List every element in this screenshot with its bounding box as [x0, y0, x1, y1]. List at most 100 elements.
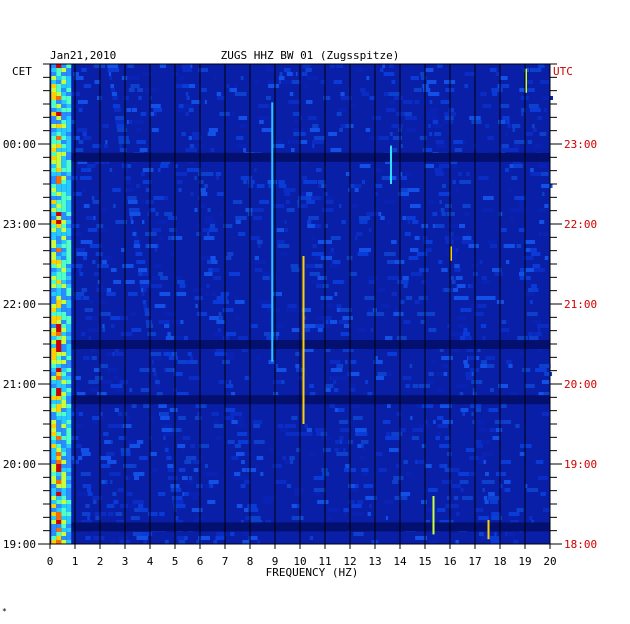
- spectrogram-texture: [304, 424, 308, 428]
- spectrogram-texture: [96, 284, 103, 288]
- spectrogram-texture: [239, 124, 246, 128]
- spectrogram-texture: [305, 432, 313, 436]
- spectrogram-texture: [306, 428, 312, 432]
- spectrogram-texture: [209, 224, 216, 228]
- low-frequency-energy: [66, 388, 72, 392]
- spectrogram-texture: [478, 460, 487, 464]
- spectrogram-texture: [102, 324, 105, 328]
- spectrogram-texture: [188, 108, 194, 112]
- spectrogram-texture: [441, 268, 448, 272]
- low-frequency-energy: [61, 212, 67, 216]
- low-frequency-energy: [51, 528, 57, 532]
- spectrogram-texture: [476, 296, 488, 300]
- spectrogram-texture: [207, 232, 210, 236]
- spectrogram-texture: [198, 180, 204, 184]
- spectrogram-texture: [154, 304, 166, 308]
- spectrogram-texture: [312, 244, 317, 248]
- spectrogram-texture: [86, 488, 92, 492]
- spectrogram-texture: [179, 76, 185, 80]
- spectrogram-texture: [178, 288, 185, 292]
- spectrogram-texture: [101, 380, 113, 384]
- spectrogram-texture: [392, 136, 403, 140]
- spectrogram-texture: [149, 352, 162, 356]
- low-frequency-energy: [56, 72, 62, 76]
- spectrogram-texture: [101, 256, 113, 260]
- spectrogram-texture: [434, 224, 445, 228]
- spectrogram-texture: [151, 276, 160, 280]
- low-frequency-energy: [61, 376, 67, 380]
- spectrogram-texture: [128, 88, 135, 92]
- spectrogram-texture: [237, 432, 247, 436]
- low-frequency-energy: [61, 452, 67, 456]
- spectrogram-texture: [106, 504, 115, 508]
- low-frequency-energy: [61, 516, 67, 520]
- spectrogram-texture: [315, 324, 326, 328]
- spectrogram-texture: [378, 212, 382, 216]
- low-frequency-energy: [61, 356, 67, 360]
- spectrogram-texture: [488, 408, 499, 412]
- low-frequency-energy: [66, 116, 72, 120]
- low-frequency-energy: [51, 508, 57, 512]
- spectrogram-texture: [174, 164, 178, 168]
- low-frequency-energy: [61, 536, 67, 540]
- spectrogram-texture: [516, 208, 527, 212]
- spectrogram-texture: [128, 440, 136, 444]
- spectrogram-texture: [254, 168, 257, 172]
- spectrogram-texture: [418, 384, 430, 388]
- spectrogram-texture: [409, 364, 413, 368]
- spectrogram-texture: [143, 304, 148, 308]
- low-frequency-energy: [61, 160, 67, 164]
- spectrogram-texture: [495, 472, 507, 476]
- low-frequency-energy: [51, 68, 57, 72]
- right-time-label: 21:00: [564, 298, 597, 311]
- spectrogram-texture: [342, 440, 355, 444]
- spectrogram-texture: [383, 500, 394, 504]
- spectrogram-texture: [201, 88, 207, 92]
- left-timezone-label: CET: [12, 65, 32, 78]
- spectrogram-texture: [480, 360, 487, 364]
- low-frequency-energy: [66, 152, 72, 156]
- spectrogram-texture: [520, 444, 532, 448]
- low-frequency-energy: [61, 532, 67, 536]
- spectrogram-texture: [136, 140, 146, 144]
- low-frequency-energy: [66, 248, 72, 252]
- spectrogram-texture: [508, 364, 513, 368]
- spectrogram-texture: [133, 120, 144, 124]
- spectrogram-texture: [530, 172, 542, 176]
- spectrogram-texture: [387, 352, 397, 356]
- spectrogram-texture: [133, 240, 140, 244]
- spectrogram-texture: [357, 444, 362, 448]
- low-frequency-energy: [56, 156, 62, 160]
- low-frequency-energy: [66, 296, 72, 300]
- spectrogram-texture: [466, 172, 471, 176]
- low-frequency-energy: [56, 512, 62, 516]
- spectrogram-texture: [538, 164, 547, 168]
- low-frequency-energy: [61, 352, 67, 356]
- spectrogram-texture: [109, 168, 113, 172]
- low-frequency-energy: [51, 488, 57, 492]
- spectrogram-texture: [367, 512, 371, 516]
- spectrogram-texture: [71, 264, 83, 268]
- spectrogram-texture: [210, 148, 215, 152]
- low-frequency-energy: [51, 312, 57, 316]
- spectrogram-texture: [205, 292, 209, 296]
- spectrogram-texture: [337, 408, 345, 412]
- spectrogram-texture: [476, 444, 483, 448]
- spectrogram-texture: [244, 508, 249, 512]
- low-frequency-energy: [56, 284, 62, 288]
- spectrogram-texture: [72, 224, 80, 228]
- spectrogram-texture: [136, 536, 148, 540]
- spectrogram-texture: [179, 284, 186, 288]
- spectrogram-texture: [110, 480, 113, 484]
- spectrogram-texture: [358, 432, 368, 436]
- spectrogram-texture: [103, 144, 109, 148]
- low-frequency-energy: [51, 248, 57, 252]
- spectrogram-texture: [297, 160, 308, 164]
- spectrogram-texture: [437, 64, 443, 68]
- spectrogram-texture: [286, 308, 298, 312]
- low-frequency-energy: [61, 364, 67, 368]
- spectrogram-texture: [461, 240, 474, 244]
- spectrogram-texture: [323, 192, 328, 196]
- spectrogram-texture: [234, 444, 241, 448]
- spectrogram-texture: [420, 72, 425, 76]
